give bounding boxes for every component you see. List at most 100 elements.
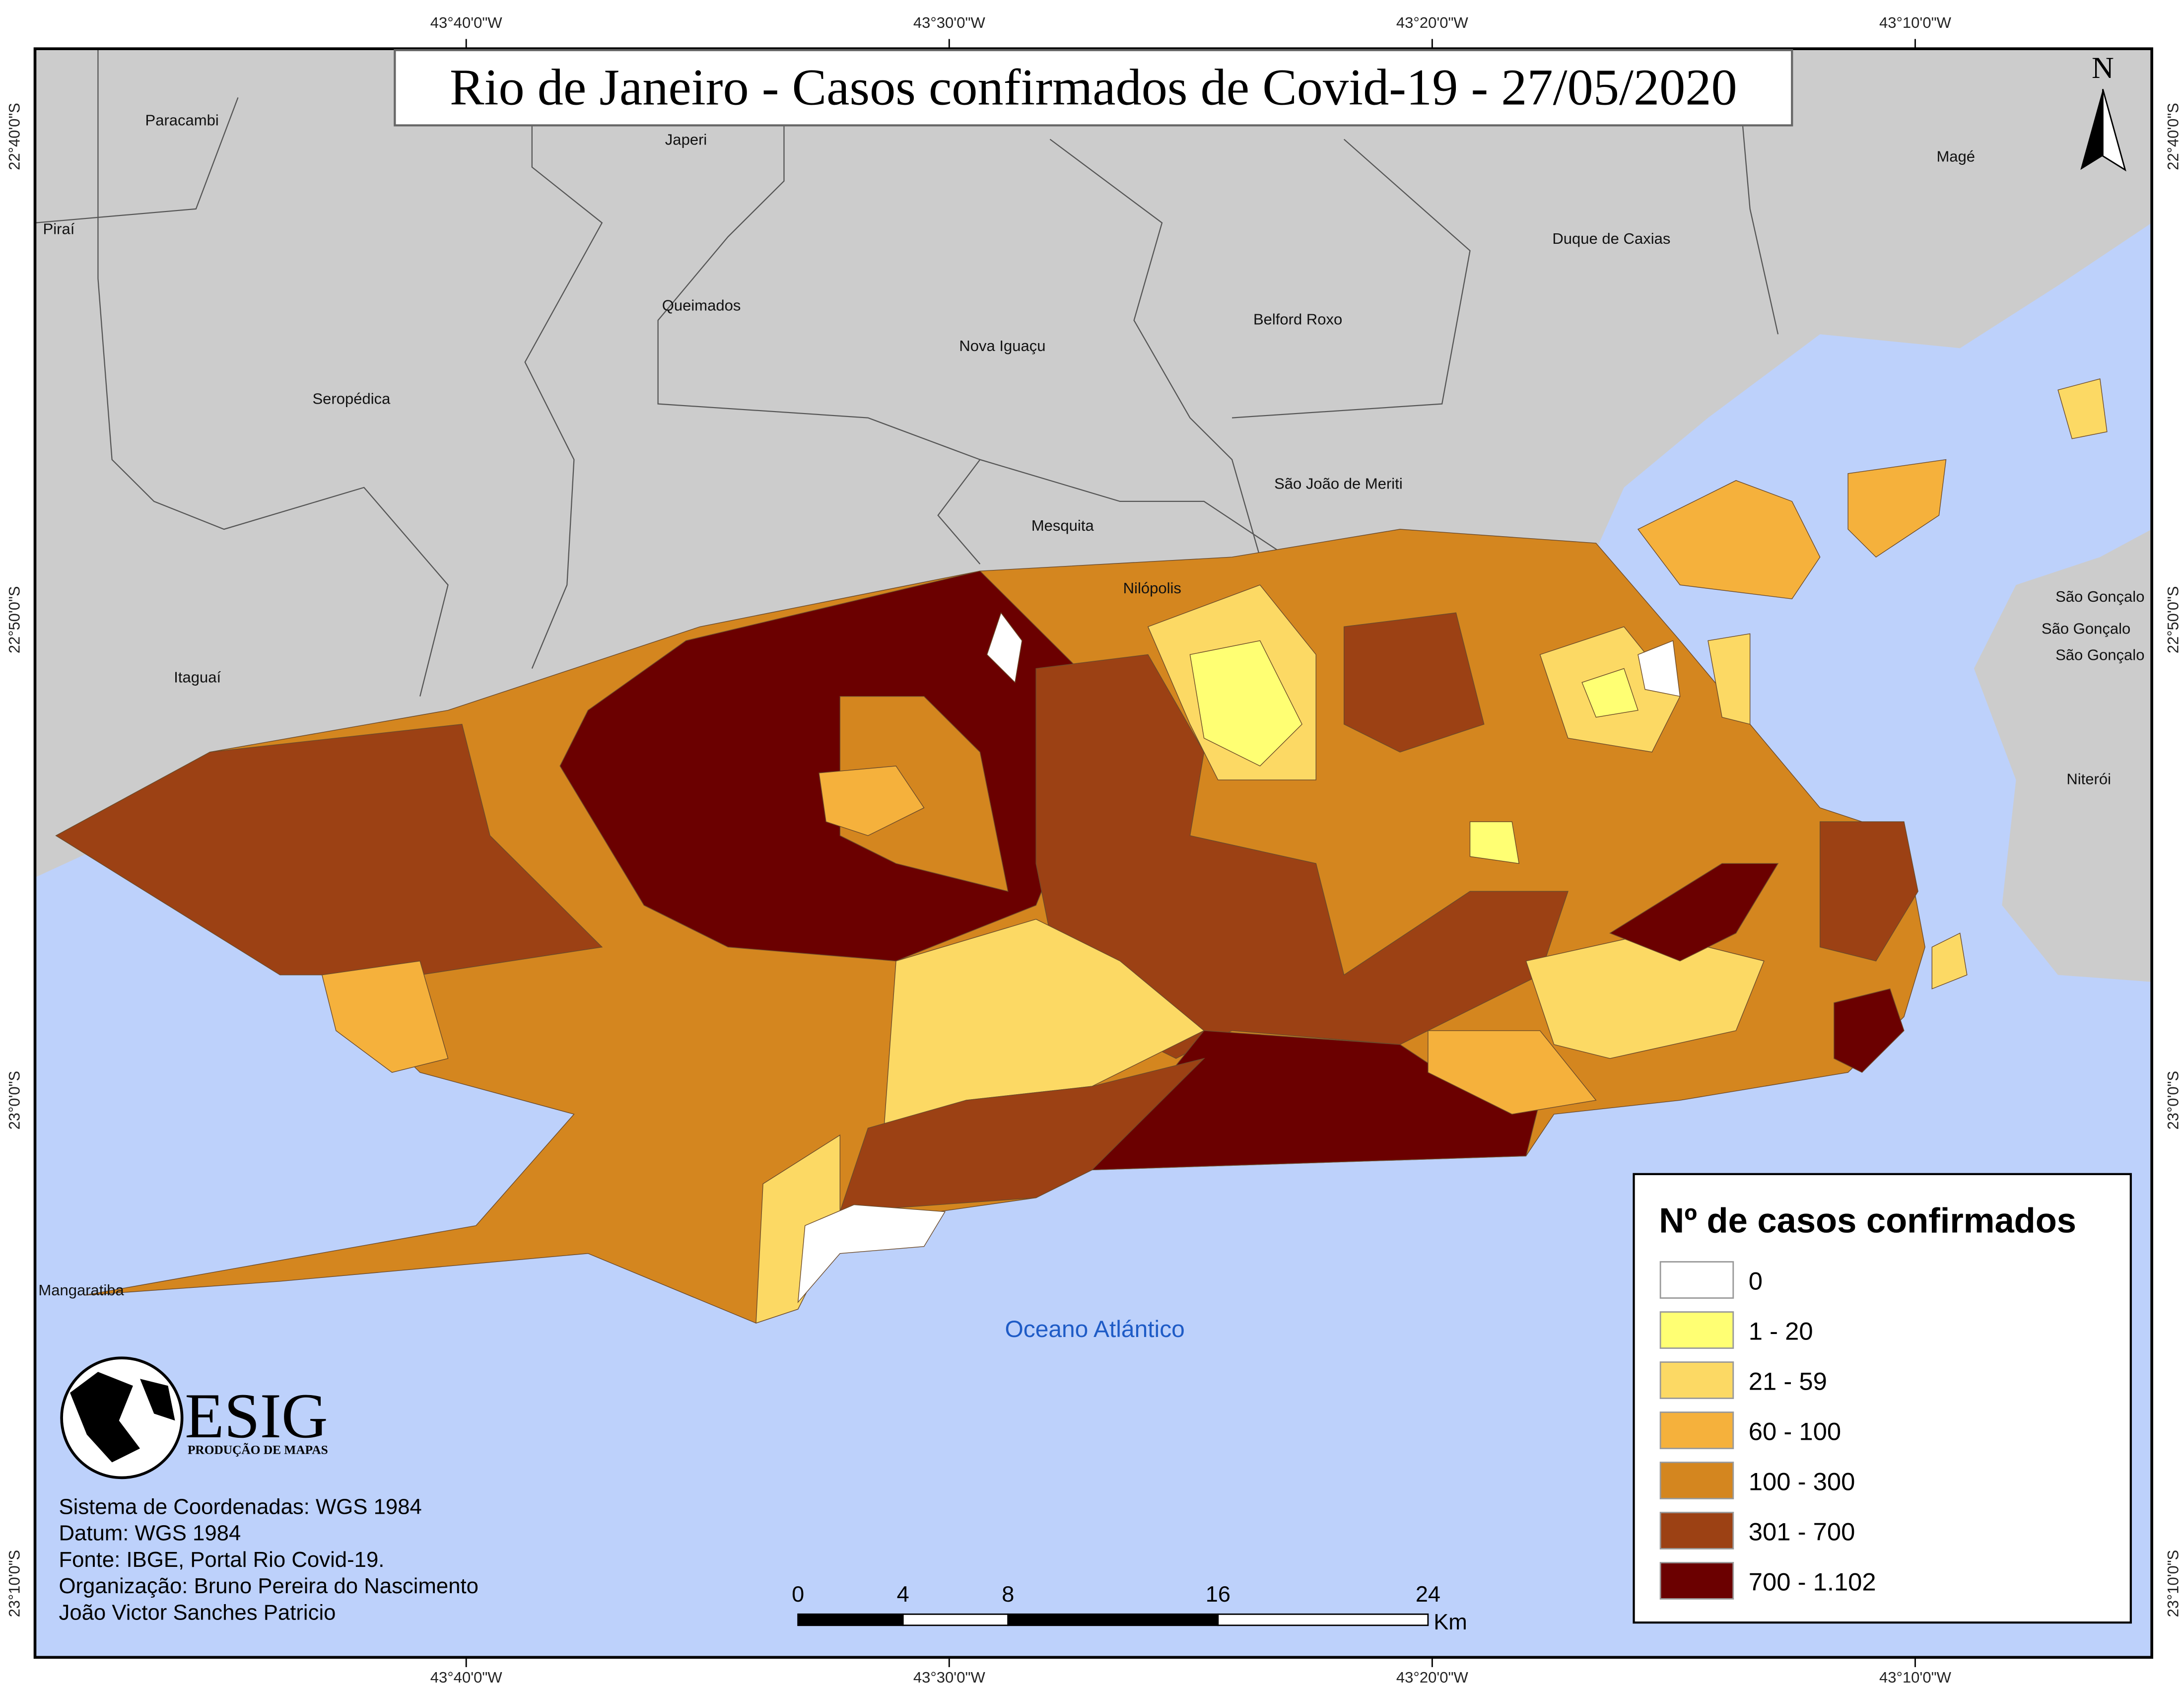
longitude-label: 43°20'0"W xyxy=(1396,1669,1469,1686)
legend-swatch xyxy=(1659,1462,1734,1499)
legend-swatch xyxy=(1659,1512,1734,1549)
place-label: Itaguaí xyxy=(174,669,221,686)
longitude-label: 43°30'0"W xyxy=(913,14,986,31)
region xyxy=(1931,932,1968,989)
legend-label: 21 - 59 xyxy=(1749,1367,1827,1396)
scale-unit: Km xyxy=(1433,1609,1467,1634)
logo-globe xyxy=(60,1356,184,1479)
credit-line: João Victor Sanches Patricio xyxy=(59,1601,336,1625)
place-label: Mangaratiba xyxy=(38,1281,124,1299)
place-label: Mesquita xyxy=(1031,517,1094,534)
longitude-label: 43°10'0"W xyxy=(1879,1669,1952,1686)
scale-label: 4 xyxy=(897,1581,909,1607)
region xyxy=(1609,863,1779,962)
legend-swatch xyxy=(1659,1562,1734,1600)
scale-label: 0 xyxy=(792,1581,804,1607)
region xyxy=(2057,378,2108,439)
region xyxy=(1343,612,1485,753)
credit-line: Datum: WGS 1984 xyxy=(59,1522,241,1546)
legend-label: 700 - 1.102 xyxy=(1749,1568,1876,1596)
scale-segment xyxy=(1007,1613,1219,1626)
scale-segment xyxy=(902,1613,1009,1626)
place-label: Piraí xyxy=(43,220,75,237)
place-label: São João de Meriti xyxy=(1274,475,1403,492)
credit-line: Fonte: IBGE, Portal Rio Covid-19. xyxy=(59,1548,384,1572)
legend-swatch xyxy=(1659,1261,1734,1299)
region xyxy=(819,766,925,836)
scale-label: 24 xyxy=(1416,1581,1440,1607)
region xyxy=(1847,459,1947,558)
region xyxy=(1638,640,1681,697)
scale-segment xyxy=(1217,1613,1429,1626)
logo-name: ESIG xyxy=(185,1380,328,1451)
legend: Nº de casos confirmados 0 1 - 20 21 - 59 60… xyxy=(1633,1173,2132,1624)
legend-label: 60 - 100 xyxy=(1749,1417,1841,1446)
north-label: N xyxy=(2092,51,2114,85)
ocean-label: Oceano Atlántico xyxy=(1005,1316,1184,1342)
land-north xyxy=(35,49,2152,878)
region xyxy=(839,696,1009,892)
region xyxy=(1819,821,1918,962)
place-label: São Gonçalo xyxy=(2055,646,2144,664)
place-label: Nilópolis xyxy=(1123,579,1181,597)
latitude-label: 22°50'0"S xyxy=(2165,586,2182,654)
region xyxy=(1189,640,1302,767)
graticule: 43°40'0"W 43°40'0"W 43°30'0"W 43°30'0"W 43°2… xyxy=(5,14,2182,1686)
rio-neighborhoods xyxy=(55,378,2108,1324)
place-label: Belford Roxo xyxy=(1253,311,1342,328)
place-label: Nova Iguaçu xyxy=(959,337,1045,354)
logo: ESIG PRODUÇÃO DE MAPAS xyxy=(60,1356,328,1479)
region xyxy=(839,1057,1205,1212)
latitude-label: 23°0'0"S xyxy=(2165,1071,2182,1129)
region xyxy=(1834,988,1905,1073)
place-label: Japeri xyxy=(665,131,707,148)
place-labels: Paracambi Japeri Magé Piraí Duque de Caxias Q… xyxy=(38,112,2144,1299)
scale-segment xyxy=(797,1613,904,1626)
region xyxy=(1581,668,1638,718)
logo-subtitle: PRODUÇÃO DE MAPAS xyxy=(188,1443,328,1457)
place-label: Paracambi xyxy=(145,112,219,129)
legend-label: 0 xyxy=(1749,1267,1763,1295)
legend-label: 100 - 300 xyxy=(1749,1468,1855,1496)
place-label: Magé xyxy=(1936,147,1975,165)
north-arrow-right xyxy=(2102,89,2126,172)
logo-continents xyxy=(70,1372,175,1463)
place-label: Queimados xyxy=(662,297,741,314)
region xyxy=(1707,633,1751,725)
credit-line: Organização: Bruno Pereira do Nascimento xyxy=(59,1574,478,1598)
longitude-label: 43°30'0"W xyxy=(913,1669,986,1686)
region xyxy=(55,723,603,976)
longitude-label: 43°40'0"W xyxy=(430,14,503,31)
map-frame xyxy=(33,47,2153,1659)
longitude-label: 43°20'0"W xyxy=(1396,14,1469,31)
place-label: Seropédica xyxy=(312,390,391,408)
place-label: São Gonçalo xyxy=(2055,588,2144,605)
legend-swatch xyxy=(1659,1411,1734,1449)
legend-swatch xyxy=(1659,1311,1734,1349)
credits: Sistema de Coordenadas: WGS 1984 Datum: W… xyxy=(59,1495,478,1624)
place-label: Niterói xyxy=(2066,770,2111,787)
latitude-label: 22°40'0"S xyxy=(2165,103,2182,170)
neighbor-land xyxy=(35,49,2152,982)
region xyxy=(1469,821,1520,864)
region xyxy=(1428,1030,1597,1115)
longitude-label: 43°10'0"W xyxy=(1879,14,1952,31)
region xyxy=(1637,480,1821,600)
region xyxy=(986,612,1023,684)
legend-label: 1 - 20 xyxy=(1749,1317,1813,1345)
scale-label: 16 xyxy=(1206,1581,1230,1607)
legend-label: 301 - 700 xyxy=(1749,1518,1855,1546)
place-label: São Gonçalo xyxy=(2042,620,2130,637)
title: Rio de Janeiro - Casos confirmados de Co… xyxy=(450,59,1737,116)
title-box xyxy=(394,49,1793,127)
place-label: Duque de Caxias xyxy=(1552,230,1670,247)
municipal-borders xyxy=(35,49,1779,697)
latitude-label: 23°0'0"S xyxy=(5,1071,23,1129)
latitude-label: 22°50'0"S xyxy=(5,586,23,654)
region xyxy=(797,1204,946,1304)
latitude-label: 23°10'0"S xyxy=(5,1550,23,1618)
legend-title: Nº de casos confirmados xyxy=(1659,1201,2076,1240)
